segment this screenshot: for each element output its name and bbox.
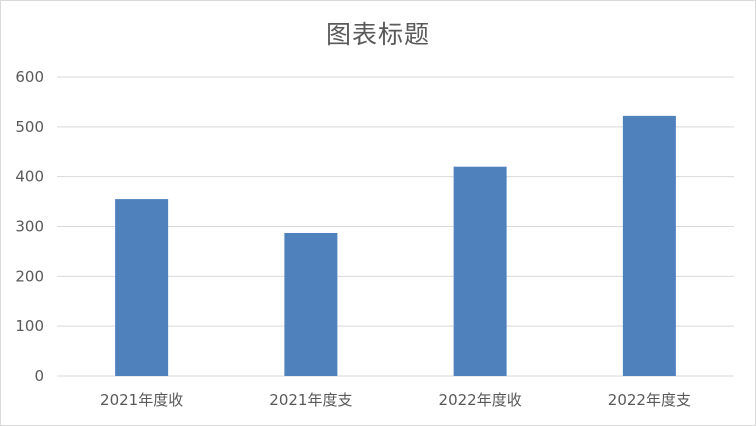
y-tick-label: 100 [15,317,44,335]
bar-4 [622,115,676,377]
y-tick-label: 300 [15,218,44,236]
y-tick-label: 500 [15,118,44,136]
y-tick-label: 200 [15,267,44,285]
x-tick-label: 2021年度支 [269,391,352,409]
gridlines [57,76,734,377]
x-axis-ticks: 2021年度收 2021年度支 2022年度收 2022年度支 [100,391,691,409]
y-axis-ticks: 0 100 200 300 400 500 600 [15,68,44,385]
y-tick-label: 0 [34,367,44,385]
bar-1 [115,199,169,376]
x-tick-label: 2022年度收 [439,391,522,409]
bar-3 [453,166,507,376]
y-tick-label: 600 [15,68,44,86]
x-tick-label: 2022年度支 [608,391,691,409]
bar-2 [284,232,338,376]
bars [115,115,676,377]
x-tick-label: 2021年度收 [100,391,183,409]
chart-title: 图表标题 [325,20,430,49]
y-tick-label: 400 [15,168,44,186]
